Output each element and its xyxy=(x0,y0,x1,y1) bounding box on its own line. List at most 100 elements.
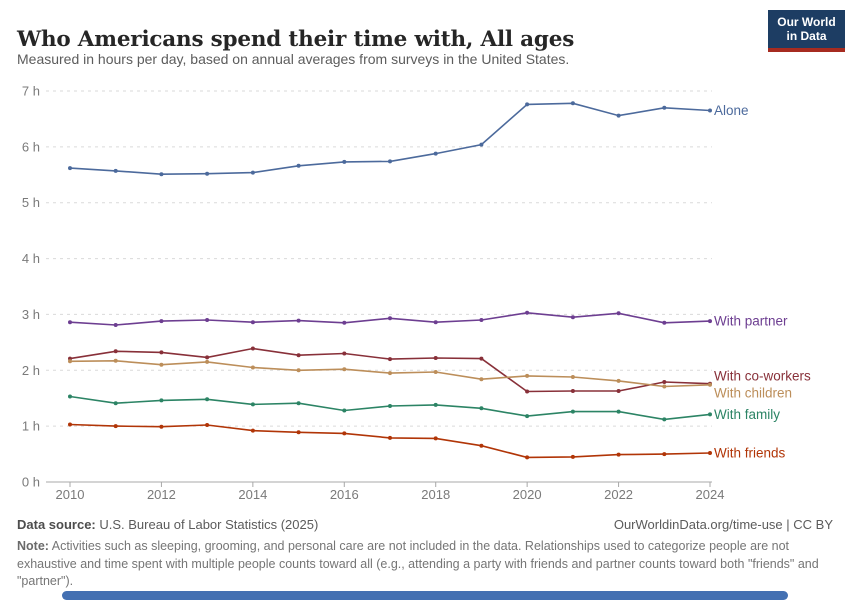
series-label-with-children[interactable]: With children xyxy=(714,385,792,400)
series-point-with-family xyxy=(433,402,438,407)
series-point-with-partner xyxy=(159,319,164,324)
series-point-alone xyxy=(616,113,621,118)
series-point-with-children xyxy=(616,378,621,383)
series-point-with-partner xyxy=(388,316,392,321)
owid-logo: Our World in Data xyxy=(768,10,845,52)
x-tick-label: 2016 xyxy=(330,487,359,502)
series-point-with-partner xyxy=(570,315,575,320)
series-point-alone xyxy=(570,101,575,106)
series-point-with-friends xyxy=(616,452,621,457)
series-point-alone xyxy=(68,166,72,171)
chart-subtitle: Measured in hours per day, based on annu… xyxy=(17,51,570,67)
x-tick-label: 2022 xyxy=(604,487,633,502)
series-point-with-co-workers xyxy=(616,389,621,393)
series-point-with-children xyxy=(159,362,164,367)
series-point-with-co-workers xyxy=(296,353,301,358)
series-point-alone xyxy=(342,159,347,164)
series-label-with-family[interactable]: With family xyxy=(714,407,780,422)
y-tick-label: 6 h xyxy=(22,139,40,154)
series-point-with-partner xyxy=(479,318,484,322)
series-point-alone xyxy=(433,151,438,156)
series-line-with-friends xyxy=(69,423,711,459)
series-point-alone xyxy=(250,170,255,175)
series-point-alone xyxy=(296,163,301,168)
series-point-with-children xyxy=(433,370,438,374)
series-point-alone xyxy=(479,142,484,147)
owid-logo-line2: in Data xyxy=(786,29,827,43)
series-point-with-family xyxy=(159,398,164,403)
series-point-with-friends xyxy=(113,424,118,429)
series-point-with-family xyxy=(68,394,72,399)
series-point-with-children xyxy=(570,375,575,379)
series-point-with-family xyxy=(662,417,667,422)
data-source-value: U.S. Bureau of Labor Statistics (2025) xyxy=(95,517,319,532)
series-point-with-family xyxy=(479,406,484,411)
owid-logo-line1: Our World xyxy=(777,15,836,29)
series-point-with-partner xyxy=(296,318,301,323)
series-point-with-friends xyxy=(479,443,484,448)
series-point-with-family xyxy=(205,397,210,402)
series-point-with-family xyxy=(113,401,118,406)
y-tick-label: 3 h xyxy=(22,307,40,322)
x-tick-label: 2024 xyxy=(696,487,725,502)
series-point-with-co-workers xyxy=(479,356,484,361)
y-tick-label: 1 h xyxy=(22,419,40,434)
y-tick-label: 7 h xyxy=(22,84,40,99)
y-tick-label: 4 h xyxy=(22,251,40,266)
series-point-with-co-workers xyxy=(205,355,210,360)
series-point-with-children xyxy=(205,359,210,364)
series-label-alone[interactable]: Alone xyxy=(714,103,749,118)
series-point-with-friends xyxy=(296,430,301,435)
series-point-alone xyxy=(113,168,118,173)
data-source-label: Data source: xyxy=(17,517,96,532)
series-point-with-partner xyxy=(250,320,255,325)
series-point-with-family xyxy=(570,409,575,414)
series-label-with-friends[interactable]: With friends xyxy=(714,445,786,460)
x-tick-label: 2014 xyxy=(238,487,267,502)
series-point-alone xyxy=(525,102,530,107)
series-point-alone xyxy=(708,108,712,113)
y-tick-label: 2 h xyxy=(22,363,40,378)
x-tick-label: 2018 xyxy=(421,487,450,502)
series-point-with-friends xyxy=(708,451,712,455)
series-point-with-children xyxy=(250,365,255,370)
series-point-with-friends xyxy=(205,423,210,427)
y-tick-label: 0 h xyxy=(22,475,40,490)
note-text: Activities such as sleeping, grooming, a… xyxy=(17,539,819,588)
series-point-with-children xyxy=(708,382,712,387)
series-point-with-partner xyxy=(342,320,347,325)
note-label: Note: xyxy=(17,539,49,553)
series-point-with-friends xyxy=(68,422,72,427)
series-point-with-co-workers xyxy=(159,350,164,355)
series-point-alone xyxy=(159,172,164,177)
series-point-with-co-workers xyxy=(388,357,392,362)
series-line-alone xyxy=(69,102,711,176)
series-point-with-friends xyxy=(159,424,164,429)
series-point-with-friends xyxy=(570,454,575,459)
series-point-with-partner xyxy=(616,311,621,316)
series-point-with-friends xyxy=(525,455,530,460)
series-point-with-friends xyxy=(250,428,255,433)
data-source-text: Data source: U.S. Bureau of Labor Statis… xyxy=(17,517,318,532)
series-point-alone xyxy=(205,171,210,176)
series-point-with-children xyxy=(68,359,72,364)
x-tick-label: 2012 xyxy=(147,487,176,502)
series-point-with-co-workers xyxy=(662,380,667,384)
license-text[interactable]: OurWorldinData.org/time-use | CC BY xyxy=(613,517,833,532)
timeline-slider-bar[interactable] xyxy=(62,591,788,600)
series-point-with-partner xyxy=(525,310,530,315)
series-point-with-children xyxy=(662,384,667,389)
series-point-with-partner xyxy=(68,320,72,325)
series-point-with-co-workers xyxy=(250,346,255,351)
series-point-with-friends xyxy=(342,431,347,436)
series-label-with-co-workers[interactable]: With co-workers xyxy=(714,368,811,383)
time-use-line-chart: 0 h 1 h 2 h 3 h 4 h 5 h 6 h 7 h 2010 2012 2014 2016… xyxy=(22,84,811,503)
series-point-with-family xyxy=(525,414,530,419)
y-tick-label: 5 h xyxy=(22,195,40,210)
series-point-with-children xyxy=(525,373,530,378)
series-point-with-children xyxy=(113,358,118,363)
series-label-with-partner[interactable]: With partner xyxy=(714,314,788,329)
series-point-with-children xyxy=(296,368,301,373)
series-point-alone xyxy=(388,159,392,164)
